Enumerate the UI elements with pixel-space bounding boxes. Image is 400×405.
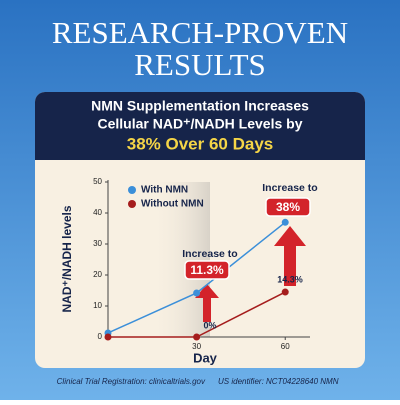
footer-text: Clinical Trial Registration: clinicaltri…: [57, 377, 206, 386]
legend-marker: [128, 186, 136, 194]
point: [193, 333, 201, 341]
point: [281, 218, 289, 226]
arrow: [274, 226, 306, 286]
title: RESULTS: [134, 47, 266, 82]
annotation: 0%: [203, 320, 216, 330]
x-tick-label: 60: [281, 342, 290, 351]
legend-label: Without NMN: [141, 199, 204, 210]
annotation: 11.3%: [190, 263, 224, 277]
point: [104, 333, 112, 341]
annotation: Increase to: [262, 182, 317, 194]
legend-label: With NMN: [141, 185, 188, 196]
annotation: 38%: [276, 200, 300, 214]
card-highlight: 38% Over 60 Days: [127, 134, 274, 153]
card-text: NMN Supplementation Increases: [91, 98, 309, 114]
y-tick-label: 10: [93, 301, 102, 310]
y-tick-label: 40: [93, 208, 102, 217]
footer-text: US identifier: NCT04228640 NMN: [218, 377, 339, 386]
legend-marker: [128, 200, 136, 208]
annotation: 14.3%: [277, 274, 303, 284]
title: RESEARCH-PROVEN: [52, 15, 348, 50]
annotation: Increase to: [182, 248, 237, 260]
y-tick-label: 20: [93, 270, 102, 279]
shade: [150, 182, 210, 337]
point: [193, 289, 201, 297]
annotation-box: [184, 260, 230, 280]
y-axis-label: NAD⁺/NADH levels: [60, 205, 74, 312]
point: [281, 288, 289, 296]
arrow: [195, 284, 219, 322]
card-header: [35, 92, 365, 160]
y-tick-label: 50: [93, 177, 102, 186]
card-text: Cellular NAD⁺/NADH Levels by: [98, 116, 303, 132]
x-axis-label: Day: [193, 350, 218, 365]
y-tick-label: 30: [93, 239, 102, 248]
annotation-box: [265, 197, 311, 217]
y-tick-label: 0: [98, 332, 103, 341]
x-tick-label: 30: [192, 342, 201, 351]
